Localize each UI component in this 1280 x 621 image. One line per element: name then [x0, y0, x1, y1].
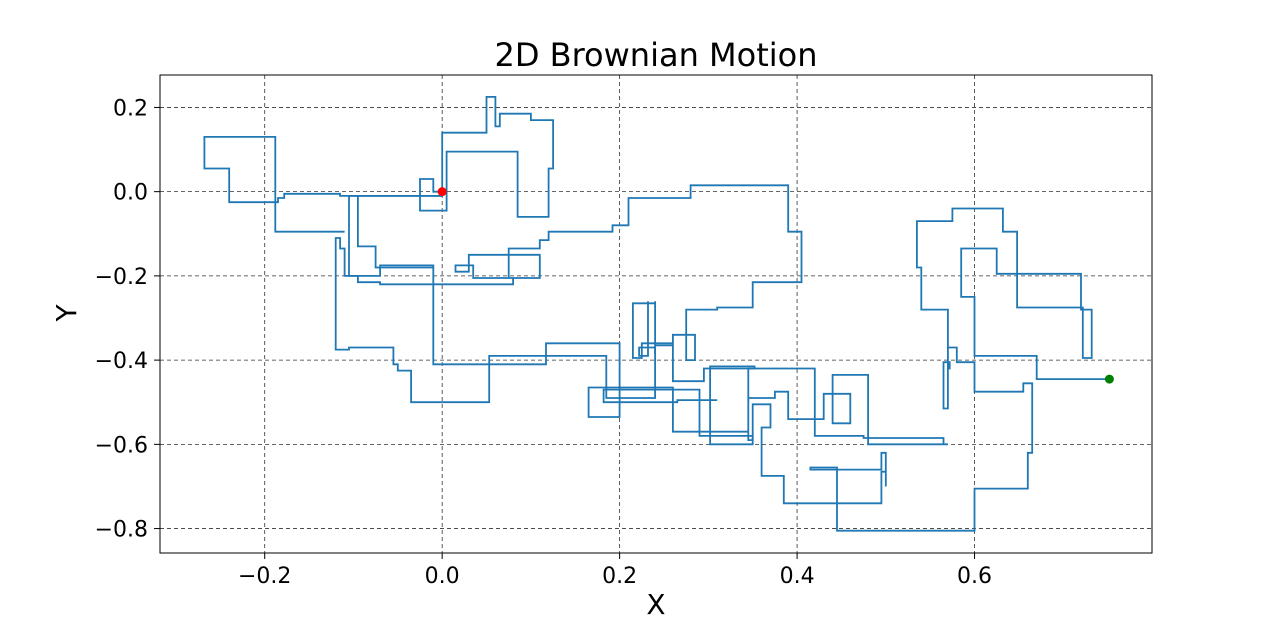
brownian-path-segment-2	[334, 237, 656, 404]
x-tick-label: 0.2	[602, 564, 637, 589]
marker-layer	[437, 187, 1114, 384]
brownian-path-segment-3	[348, 184, 803, 446]
x-axis-label: X	[646, 588, 665, 621]
y-tick-label: −0.6	[95, 433, 148, 458]
y-axis-label: Y	[50, 304, 83, 323]
end-point-marker	[1104, 374, 1114, 384]
y-tick-label: 0.0	[113, 181, 148, 206]
y-tick-label: −0.2	[95, 265, 148, 290]
x-tick-label: 0.4	[780, 564, 815, 589]
x-tick-label: −0.2	[238, 564, 291, 589]
brownian-path-segment-4	[203, 135, 443, 233]
brownian-path-segment-1	[356, 96, 1110, 532]
y-tick-label: −0.4	[95, 349, 148, 374]
y-tick-label: −0.8	[95, 518, 148, 543]
tick-layer: −0.2 0.0 0.2 0.4 0.6 0.2 0.0 −0.2 −0.4 −0.6 −0.8	[95, 96, 992, 589]
x-tick-label: 0.0	[425, 564, 460, 589]
chart-title: 2D Brownian Motion	[494, 36, 817, 74]
plot-frame	[159, 74, 1153, 554]
start-point-marker	[437, 187, 447, 197]
x-tick-label: 0.6	[957, 564, 992, 589]
series-layer	[203, 96, 1110, 532]
y-tick-label: 0.2	[113, 96, 148, 121]
